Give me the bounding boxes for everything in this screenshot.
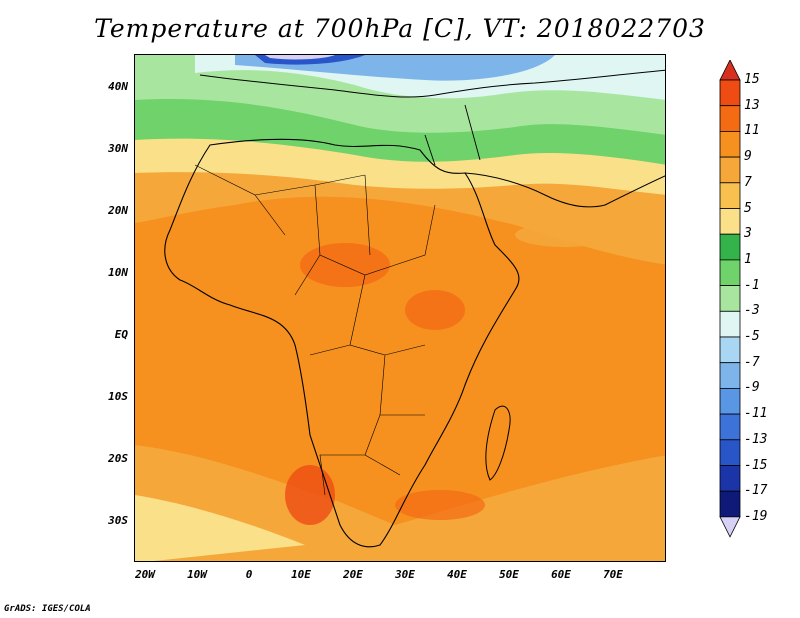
- colorbar-segment: [719, 413, 741, 441]
- colorbar-segment: [719, 233, 741, 261]
- colorbar-segment: [719, 387, 741, 415]
- colorbar-top-arrow: [719, 60, 741, 81]
- colorbar-segment: [719, 465, 741, 492]
- colorbar-tick-label: 3: [744, 226, 752, 242]
- lon-label: 10E: [291, 568, 311, 581]
- red-sea-gulf-coast: [424, 104, 481, 166]
- colorbar-tick-label: -11: [744, 406, 768, 422]
- colorbar-segment: [719, 439, 741, 466]
- colorbar-tick-label: 13: [744, 97, 760, 113]
- colorbar-tick-label: 15: [744, 72, 760, 87]
- lat-label: 30S: [108, 514, 128, 527]
- lon-label: 50E: [499, 568, 519, 581]
- colorbar-tick-label: 11: [744, 123, 760, 139]
- colorbar-tick-label: -15: [744, 457, 768, 473]
- colorbar-segment: [719, 336, 741, 364]
- colorbar-tick-label: -7: [744, 354, 760, 370]
- colorbar-segment: [719, 310, 741, 338]
- warm-patch: [285, 465, 335, 525]
- colorbar-segment: [719, 490, 741, 518]
- madagascar-outline: [485, 405, 511, 481]
- southern-pale-band: [135, 495, 305, 561]
- colorbar-segment: [719, 182, 741, 209]
- colorbar-segment: [719, 156, 741, 184]
- colorbar-segment: [719, 208, 741, 235]
- warm-patch: [395, 490, 485, 520]
- warm-patch: [300, 243, 390, 287]
- lon-label: 70E: [603, 568, 623, 581]
- colorbar-tick-label: 5: [744, 200, 752, 216]
- colorbar-tick-label: -5: [744, 329, 760, 344]
- lon-label: 20E: [343, 568, 363, 581]
- lon-label: 20W: [135, 568, 155, 581]
- lat-label: 20S: [108, 452, 128, 465]
- colorbar-tick-label: 1: [744, 251, 752, 267]
- colorbar-tick-label: -9: [744, 380, 760, 396]
- lat-label: 10S: [108, 390, 128, 403]
- colorbar-bottom-arrow: [719, 516, 741, 538]
- colorbar-segment: [719, 285, 741, 312]
- colorbar-segment: [719, 79, 741, 107]
- lat-label: 20N: [108, 204, 128, 217]
- temperature-field: [135, 55, 665, 561]
- lon-label: 60E: [551, 568, 571, 581]
- colorbar: [719, 60, 741, 538]
- colorbar-segment: [719, 259, 741, 286]
- lon-label: 0: [245, 568, 253, 581]
- map-panel: [134, 54, 666, 562]
- chart-title: Temperature at 700hPa [C], VT: 201802270…: [94, 14, 706, 43]
- colorbar-tick-label: -3: [744, 303, 760, 319]
- colorbar-tick-label: 7: [744, 174, 752, 190]
- colorbar-tick-label: -17: [744, 483, 768, 499]
- lat-label: EQ: [114, 328, 128, 341]
- asia-coastline: [464, 172, 665, 208]
- lon-label: 30E: [395, 568, 415, 581]
- cool-patch: [515, 223, 615, 247]
- colorbar-segment: [719, 362, 741, 389]
- coldest-patch: [265, 55, 335, 60]
- colorbar-tick-label: -19: [744, 508, 768, 524]
- lat-label: 10N: [108, 266, 128, 279]
- warm-patch: [405, 290, 465, 330]
- colorbar-tick-label: -1: [744, 277, 760, 293]
- colorbar-segment: [719, 131, 741, 158]
- lat-label: 40N: [108, 80, 128, 93]
- colorbar-tick-label: 9: [744, 149, 752, 165]
- credit-label: GrADS: IGES/COLA: [4, 604, 91, 614]
- colorbar-segment: [719, 105, 741, 132]
- lon-label: 10W: [187, 568, 207, 581]
- lat-label: 30N: [108, 142, 128, 155]
- africa-coastline: [164, 138, 520, 548]
- colorbar-tick-label: -13: [744, 431, 768, 447]
- country-borders: [194, 164, 436, 496]
- mediterranean-coast: [199, 69, 665, 98]
- lon-label: 40E: [447, 568, 467, 581]
